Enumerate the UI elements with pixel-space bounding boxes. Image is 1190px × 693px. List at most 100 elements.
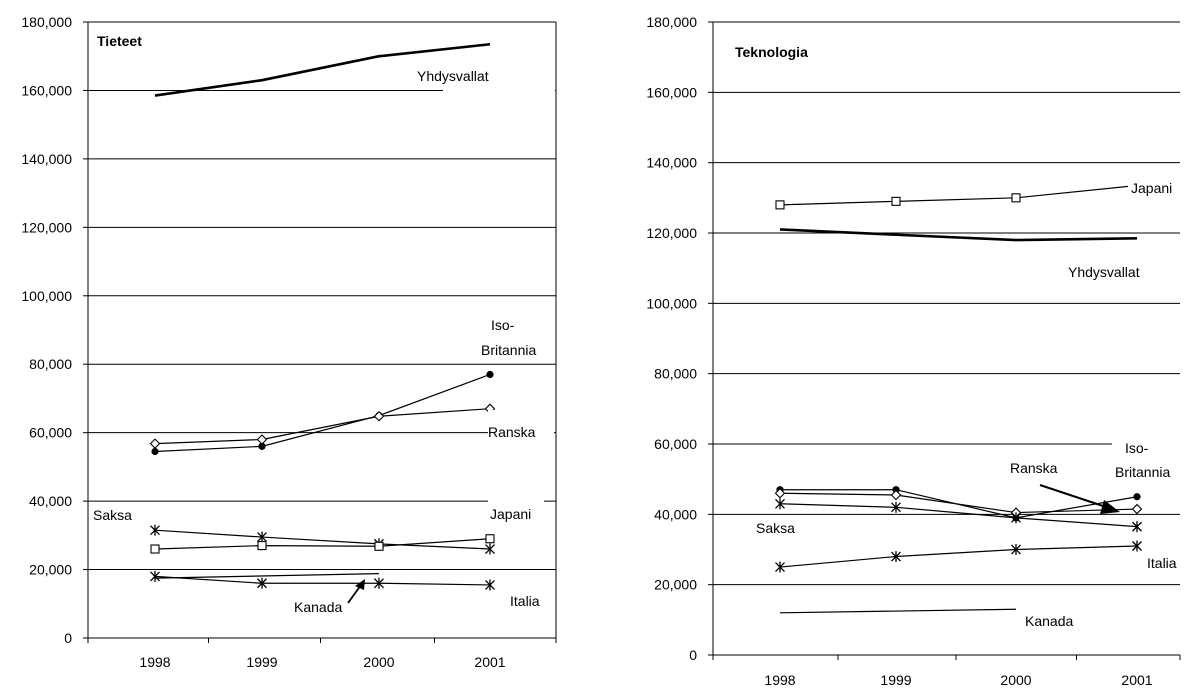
series-label-japani: Japani [1131, 180, 1172, 196]
data-point-japani [374, 541, 384, 551]
y-tick-label: 120,000 [21, 219, 72, 235]
data-point-ranska [373, 410, 385, 422]
data-point-japani [150, 544, 160, 554]
ranska-arrow [1039, 484, 1120, 514]
y-tick-label: 100,000 [646, 295, 697, 311]
series-line-italia [154, 575, 491, 586]
series-line-japani [779, 184, 1138, 206]
data-point-saksa [891, 501, 901, 513]
x-tick-label: 2001 [1121, 672, 1152, 688]
y-tick-label: 40,000 [654, 506, 697, 522]
series-line-yhdysvallat [779, 228, 1138, 242]
data-point-italia [150, 570, 160, 582]
data-point-saksa [150, 524, 160, 536]
y-tick-label: 180,000 [21, 14, 72, 30]
series-label-iso-britannia-1: Iso- [491, 317, 515, 333]
series-label-japani: Japani [490, 506, 531, 522]
chart-title: Teknologia [735, 44, 808, 60]
series-label-kanada: Kanada [1025, 613, 1073, 629]
data-point-iso-britannia [151, 447, 159, 456]
data-point-japani [1011, 193, 1021, 203]
gridlines [713, 21, 1180, 586]
series-label-yhdysvallat: Yhdysvallat [417, 68, 489, 84]
x-tick-label: 2000 [1000, 672, 1031, 688]
series-line-saksa [779, 503, 1138, 528]
data-point-saksa [1132, 521, 1142, 533]
data-point-ranska [1131, 503, 1143, 515]
series-label-kanada: Kanada [294, 599, 342, 615]
y-tick-label: 80,000 [654, 366, 697, 382]
kanada-arrow [347, 579, 365, 604]
data-point-ranska [890, 489, 902, 501]
series-line-japani [154, 538, 491, 550]
y-tick-label: 60,000 [29, 425, 72, 441]
data-point-japani [485, 534, 495, 544]
data-point-iso-britannia [1133, 493, 1141, 501]
series-line-yhdysvallat [154, 42, 491, 97]
y-tick-label: 140,000 [21, 151, 72, 167]
label-bg-yhdysvallat [443, 60, 555, 96]
series-label-yhdysvallat: Yhdysvallat [1068, 264, 1140, 280]
x-tick-label: 2001 [474, 654, 505, 670]
series-label-italia: Italia [1147, 555, 1177, 571]
chart-tieteet: 0 20,000 40,000 60,000 80,000 100,000 120,000 1… [21, 14, 557, 670]
y-tick-label: 180,000 [646, 14, 697, 30]
y-tick-label: 120,000 [646, 225, 697, 241]
data-point-italia [257, 577, 267, 589]
data-point-saksa [1011, 512, 1021, 524]
data-point-italia [485, 579, 495, 591]
series-label-saksa: Saksa [756, 520, 795, 536]
series [149, 42, 496, 591]
y-tick-label: 160,000 [21, 82, 72, 98]
data-point-japani [257, 541, 267, 551]
y-tick-label: 20,000 [654, 577, 697, 593]
chart-title: Tieteet [97, 33, 142, 49]
data-point-italia [1132, 540, 1142, 552]
label-bg-iso-britannia [1112, 436, 1180, 484]
data-point-italia [1011, 544, 1021, 555]
label-bg-ranska [488, 410, 554, 450]
series-label-italia: Italia [510, 593, 540, 609]
y-tick-label: 0 [64, 630, 72, 646]
x-tick-label: 1999 [246, 654, 277, 670]
x-tick-label: 1998 [764, 672, 795, 688]
data-point-japani [775, 200, 785, 210]
series-label-iso-britannia-2: Britannia [1115, 464, 1170, 480]
data-point-italia [374, 577, 384, 589]
y-tick-labels: 0 20,000 40,000 60,000 80,000 100,000 120,000 1… [646, 14, 713, 663]
data-point-saksa [775, 498, 785, 510]
series-line-iso-britannia [154, 373, 491, 453]
y-tick-label: 80,000 [29, 356, 72, 372]
y-tick-label: 20,000 [29, 562, 72, 578]
series-line-kanada [779, 608, 1017, 614]
y-tick-label: 140,000 [646, 155, 697, 171]
y-tick-labels: 0 20,000 40,000 60,000 80,000 100,000 120,000 1… [21, 14, 88, 646]
label-bg-japani [1128, 176, 1180, 198]
series-label-iso-britannia-1: Iso- [1125, 440, 1149, 456]
y-tick-label: 60,000 [654, 436, 697, 452]
x-tick-labels: 1998 1999 2000 2001 [712, 655, 1181, 688]
data-point-iso-britannia [486, 370, 494, 379]
y-tick-label: 100,000 [21, 288, 72, 304]
series-line-kanada [154, 573, 380, 579]
data-point-japani [891, 196, 901, 206]
series-line-ranska [154, 408, 491, 445]
data-point-ranska [774, 487, 786, 499]
series-line-saksa [154, 529, 491, 550]
data-point-italia [775, 561, 785, 573]
label-bg-japani [488, 494, 544, 524]
y-tick-label: 160,000 [646, 84, 697, 100]
gridlines [88, 21, 556, 571]
label-bg-italia [1144, 548, 1180, 572]
x-tick-label: 1998 [139, 654, 170, 670]
series-line-ranska [779, 492, 1138, 514]
y-tick-label: 0 [689, 647, 697, 663]
series-label-iso-britannia-2: Britannia [481, 342, 536, 358]
series-label-ranska: Ranska [1010, 460, 1058, 476]
data-point-ranska [149, 438, 161, 449]
series-line-italia [779, 545, 1138, 568]
x-tick-label: 2000 [363, 654, 394, 670]
data-point-ranska [256, 434, 268, 445]
x-tick-label: 1999 [880, 672, 911, 688]
